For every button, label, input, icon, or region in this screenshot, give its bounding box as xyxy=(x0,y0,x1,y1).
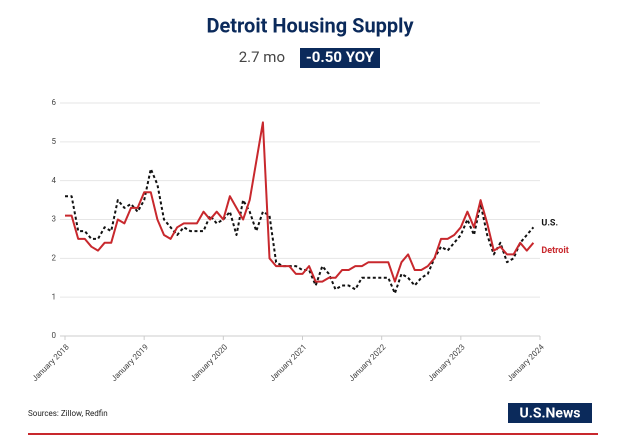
x-tick-label: January 2021 xyxy=(268,343,309,384)
logo-box xyxy=(508,403,592,423)
y-tick-label: 5 xyxy=(52,137,57,146)
y-tick-label: 6 xyxy=(52,98,57,107)
x-tick-label: January 2020 xyxy=(189,342,230,383)
change-badge xyxy=(300,48,380,68)
y-tick-label: 2 xyxy=(52,253,57,262)
x-tick-label: January 2023 xyxy=(426,343,467,384)
chart-title: Detroit Housing Supply xyxy=(206,13,414,37)
series-line xyxy=(65,121,535,283)
series-label: U.S. xyxy=(541,219,558,229)
source: Sources: Zillow, Redfin xyxy=(28,409,108,418)
y-tick-label: 0 xyxy=(52,331,57,340)
y-tick-label: 1 xyxy=(52,292,57,301)
y-tick-label: 4 xyxy=(52,176,57,185)
x-tick-label: January 2019 xyxy=(109,343,150,384)
current-value: 2.7 mo xyxy=(239,48,285,66)
y-tick-label: 3 xyxy=(52,215,57,224)
change-value: -0.50 YOY xyxy=(306,48,375,66)
x-tick-label: January 2024 xyxy=(505,342,546,383)
logo: U.S.News xyxy=(520,406,581,422)
x-tick-label: January 2022 xyxy=(347,342,388,383)
series-line xyxy=(65,168,535,295)
series-label: Detroit xyxy=(541,246,568,256)
x-tick-label: January 2018 xyxy=(30,342,71,383)
